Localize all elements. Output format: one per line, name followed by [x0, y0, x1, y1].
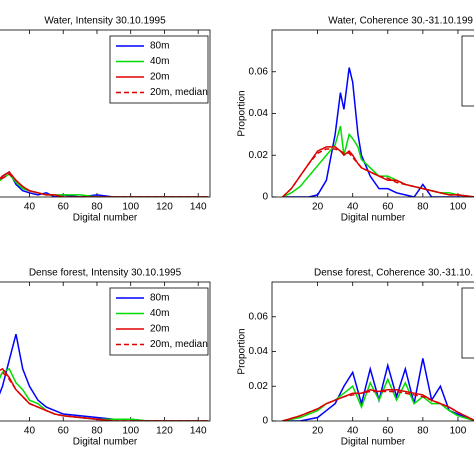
x-tick-label: 60	[58, 202, 70, 213]
legend-box	[461, 35, 474, 107]
y-tick-label: 0.02	[249, 381, 269, 392]
x-tick-label: 100	[122, 426, 139, 437]
legend-box	[461, 287, 474, 359]
x-tick-label: 60	[382, 202, 394, 213]
x-tick-label: 20	[312, 426, 324, 437]
series-line	[282, 148, 474, 197]
x-tick-label: 40	[347, 202, 359, 213]
x-tick-label: 120	[156, 202, 173, 213]
plot-area	[0, 170, 209, 197]
chart-title: Water, Coherence 30.-31.10.199	[328, 16, 473, 27]
y-tick-label: 0.04	[249, 346, 269, 357]
x-tick-label: 80	[91, 202, 103, 213]
y-tick-label: 0.06	[249, 311, 269, 322]
x-tick-label: 100	[122, 202, 139, 213]
x-tick-label: 100	[450, 202, 467, 213]
y-tick-label: 0.04	[249, 108, 269, 119]
chart-title: Dense forest, Coherence 30.-31.10.	[314, 268, 473, 279]
legend-label: 20m	[150, 324, 169, 335]
x-axis-label: Digital number	[341, 437, 406, 448]
legend-label: 20m, median	[150, 87, 208, 98]
legend-label: 80m	[150, 293, 169, 304]
y-tick-label: 0	[262, 192, 268, 203]
x-tick-label: 60	[58, 426, 70, 437]
x-tick-label: 40	[24, 202, 36, 213]
plot-area	[282, 358, 474, 421]
y-tick-label: 0.02	[249, 150, 269, 161]
axes-frame	[0, 29, 211, 198]
legend-label: 40m	[150, 56, 169, 67]
y-tick-label: 0	[262, 416, 268, 427]
x-tick-label: 120	[156, 426, 173, 437]
x-tick-label: 80	[91, 426, 103, 437]
y-axis-label: Proportion	[237, 328, 248, 374]
x-axis-label: Digital number	[341, 213, 406, 224]
series-line	[0, 173, 209, 197]
chart-title: Dense forest, Intensity 30.10.1995	[29, 268, 182, 279]
series-line	[0, 367, 209, 421]
x-tick-label: 100	[450, 426, 467, 437]
x-axis-label: Digital number	[73, 437, 138, 448]
x-tick-label: 140	[190, 202, 207, 213]
legend-label: 80m	[150, 41, 169, 52]
legend-label: 20m	[150, 72, 169, 83]
series-line	[0, 173, 209, 197]
axes-frame	[271, 281, 474, 422]
x-tick-label: 40	[24, 426, 36, 437]
series-line	[282, 390, 474, 421]
x-tick-label: 80	[417, 202, 429, 213]
axes-frame	[0, 281, 211, 422]
axes-frame	[271, 29, 474, 198]
series-line	[0, 333, 209, 421]
series-line	[282, 358, 474, 421]
x-axis-label: Digital number	[73, 213, 138, 224]
legend-label: 20m, median	[150, 339, 208, 350]
x-tick-label: 140	[190, 426, 207, 437]
legend-label: 40m	[150, 308, 169, 319]
x-tick-label: 20	[312, 202, 324, 213]
x-tick-label: 60	[382, 426, 394, 437]
y-axis-label: Proportion	[237, 90, 248, 136]
axes-background	[272, 282, 474, 421]
y-tick-label: 0.06	[249, 66, 269, 77]
x-tick-label: 80	[417, 426, 429, 437]
series-line	[282, 67, 474, 197]
x-tick-label: 40	[347, 426, 359, 437]
chart-title: Water, Intensity 30.10.1995	[44, 16, 166, 27]
plot-area	[0, 333, 209, 421]
plot-area	[282, 67, 474, 197]
